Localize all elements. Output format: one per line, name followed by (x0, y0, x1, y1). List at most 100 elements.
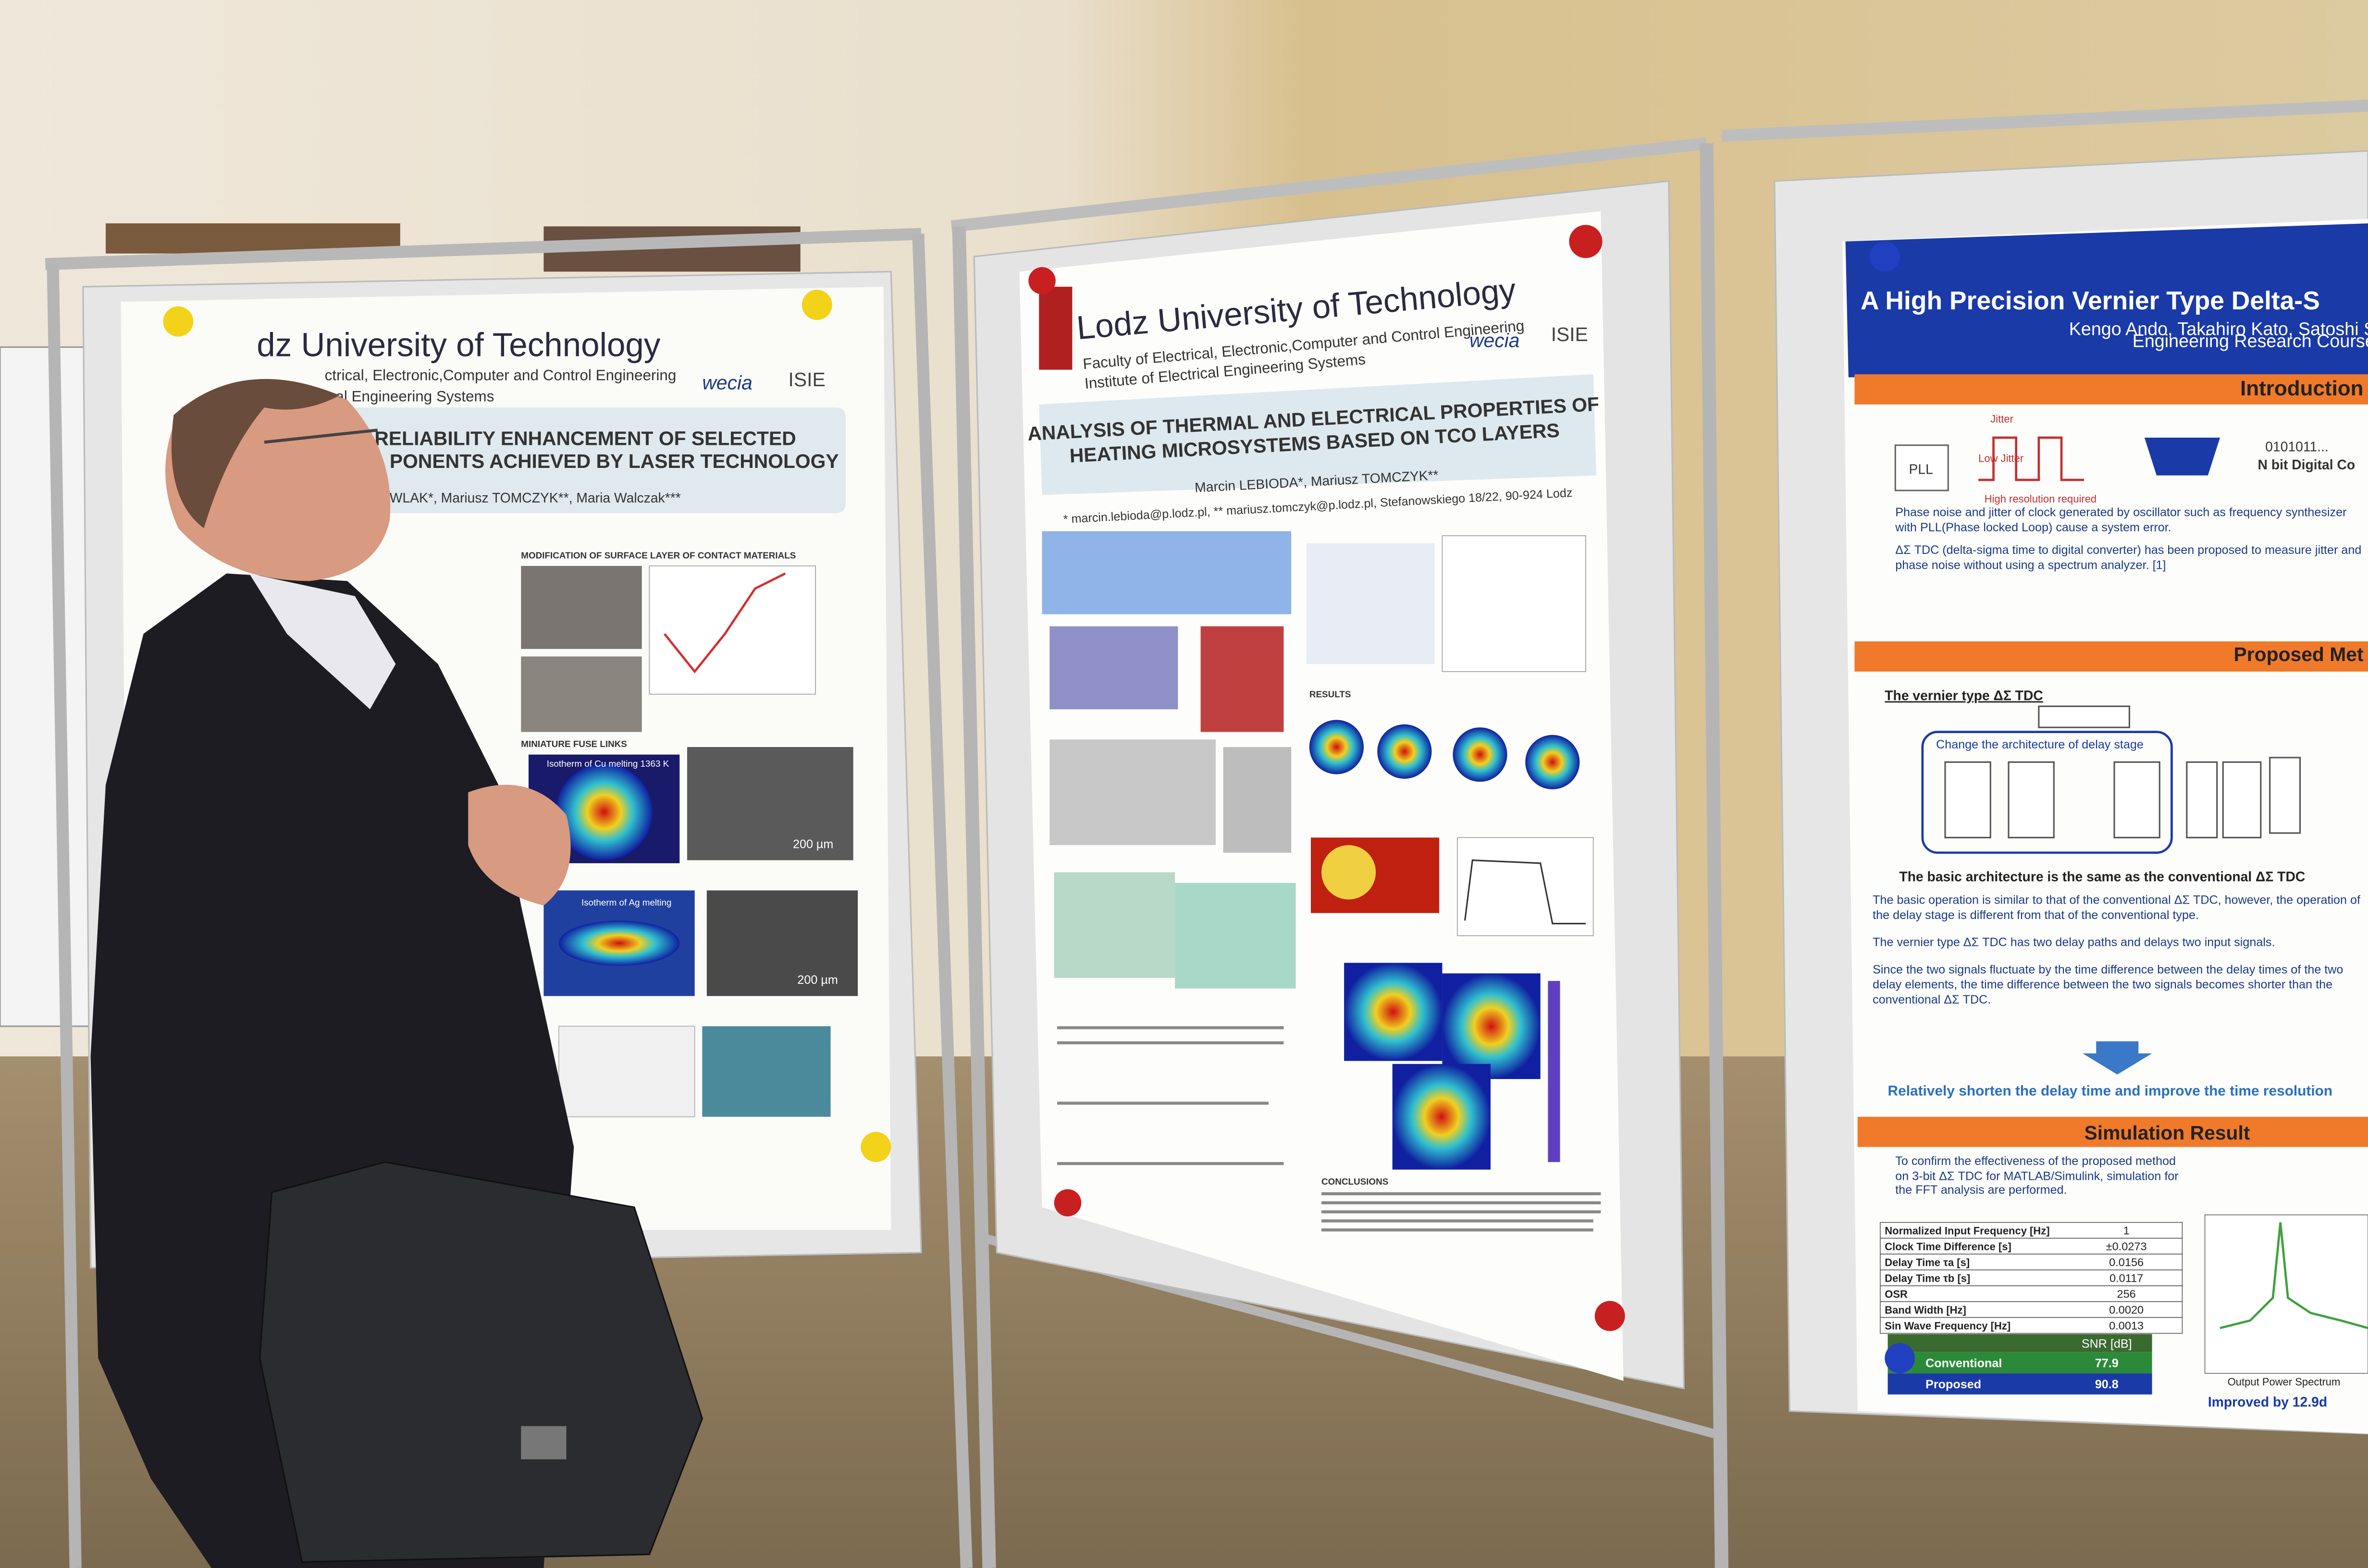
caption: The basic architecture is the same as th… (1899, 869, 2305, 884)
logo-block (1039, 286, 1073, 370)
plot-line (664, 572, 786, 674)
table-header (1887, 1334, 2152, 1352)
post (1700, 143, 1728, 1568)
delay-stages (1944, 705, 2301, 839)
heatmap (1309, 720, 1364, 774)
rail (1721, 99, 2368, 142)
abstract-box (1042, 531, 1292, 614)
logo: ISIE (1551, 323, 1588, 345)
label: 200 µm (797, 973, 838, 987)
photo (1175, 882, 1296, 989)
heatmap (1525, 735, 1580, 789)
pin (1569, 225, 1603, 258)
table (1442, 535, 1586, 672)
pin (802, 290, 832, 320)
table-cell: Clock Time Difference [s] (1885, 1241, 2011, 1253)
bullets: The basic operation is similar to that o… (1873, 894, 2363, 1008)
shirt (249, 573, 396, 710)
table-row (1887, 1373, 2152, 1395)
table-row (1880, 1285, 2183, 1302)
label: N bit Digital Co (2258, 457, 2356, 472)
faculty: ctrical, Electronic,Computer and Control… (325, 367, 677, 384)
middle-board: Lodz University of Technology Faculty of… (950, 137, 1728, 1568)
photo (702, 1026, 831, 1117)
bullet-list: The basic operation is similar to that o… (1873, 894, 2363, 1008)
table-cell: Delay Time τb [s] (1885, 1273, 1970, 1285)
plot (1457, 837, 1594, 936)
right-board: A High Precision Vernier Type Delta-S Ke… (1721, 99, 2368, 1434)
figure (1200, 626, 1284, 732)
arrow (2083, 1041, 2152, 1075)
tdc-block (2144, 438, 2220, 476)
figure (558, 1026, 695, 1117)
section-band (1854, 641, 2368, 672)
section: MINIATURE FUSE LINKS (521, 739, 627, 749)
photo (521, 566, 642, 649)
plot (649, 565, 816, 695)
label: 0101011... (2265, 439, 2329, 454)
post (47, 264, 82, 1568)
table-cell: 256 (2117, 1288, 2135, 1300)
param-table: Normalized Input Frequency [Hz] 1 Clock Ti… (1880, 1222, 2183, 1334)
bullet: The vernier type ΔΣ TDC has two delay pa… (1873, 935, 2275, 949)
logo: ISIE (789, 368, 826, 391)
section: Proposed Met (2234, 643, 2364, 665)
table-cell: Normalized Input Frequency [Hz] (1885, 1225, 2049, 1237)
bullets: Phase noise and jitter of clock generate… (1895, 505, 2361, 572)
waveform (1978, 436, 2084, 481)
photo (1049, 739, 1216, 845)
photo (687, 747, 853, 860)
pin (1028, 267, 1056, 294)
pin (163, 306, 194, 337)
table-cell: Band Width [Hz] (1885, 1304, 1966, 1316)
table-cell: 77.9 (2095, 1357, 2119, 1370)
section: Simulation Result (2084, 1122, 2250, 1144)
table-row (1880, 1301, 2183, 1318)
institution: dz University of Technology (257, 326, 661, 363)
footer: Improved by 12.9d (2208, 1394, 2327, 1409)
figure (1306, 543, 1435, 664)
subheading: The vernier type ΔΣ TDC (1885, 688, 2043, 703)
table-cell: ±0.0273 (2106, 1240, 2147, 1253)
pin (861, 1132, 891, 1162)
pin (1054, 1189, 1082, 1217)
photo (1223, 747, 1292, 853)
table-row (1880, 1317, 2183, 1334)
figure (1049, 626, 1178, 710)
heatmap (555, 763, 653, 860)
hair (171, 379, 340, 528)
hands (468, 784, 571, 906)
label: Change the architecture of delay stage (1936, 738, 2144, 751)
heatmap (1377, 724, 1432, 779)
heatmap (1344, 963, 1443, 1061)
table-cell: Sin Wave Frequency [Hz] (1885, 1320, 2010, 1332)
title-box (347, 407, 846, 514)
heatmap (1392, 1064, 1491, 1170)
logo: wecia (702, 372, 752, 394)
title: PONENTS ACHIEVED BY LASER TECHNOLOGY (390, 450, 839, 472)
snr-table: SNR [dB] Conventional 77.9 Proposed 90.8 (1887, 1334, 2152, 1395)
paragraph: To confirm the effectiveness of the prop… (1895, 1154, 2179, 1197)
table-header-cell: SNR [dB] (2082, 1337, 2132, 1350)
pin (1869, 241, 1900, 272)
colorbar (1548, 980, 1560, 1162)
bullet: Since the two signals fluctuate by the t… (1873, 963, 2343, 1007)
glasses (264, 429, 378, 444)
bullet: The basic operation is similar to that o… (1873, 893, 2360, 922)
plot-line (1464, 859, 1586, 925)
label: 200 µm (793, 838, 833, 851)
pin (1885, 1343, 1915, 1373)
label: Isotherm of Cu melting 1363 K (547, 759, 669, 769)
authors: WLAK*, Mariusz TOMCZYK**, Maria Walczak*… (390, 490, 681, 505)
person (90, 379, 703, 1568)
title: A High Precision Vernier Type Delta-S (1861, 287, 2320, 315)
text-lines (1057, 1026, 1601, 1232)
label: Jitter (1990, 413, 2013, 425)
table-row (1880, 1253, 2183, 1271)
label: High resolution required (1985, 493, 2097, 505)
label: Isotherm of Ag melting (581, 897, 672, 907)
authors: Kengo Ando, Takahiro Kato, Satoshi S (2069, 318, 2368, 339)
sim-text: To confirm the effectiveness of the prop… (1895, 1154, 2179, 1197)
